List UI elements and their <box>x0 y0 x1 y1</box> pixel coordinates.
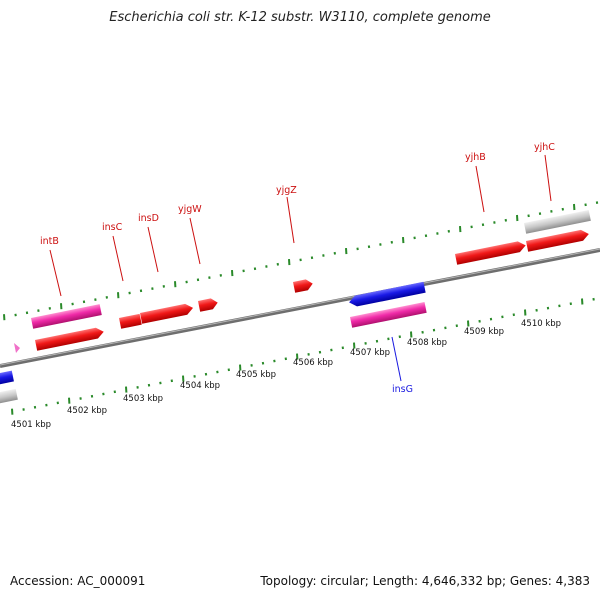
pseudogene-partial[interactable] <box>0 388 18 404</box>
scale-label: 4510 kbp <box>521 319 561 329</box>
leader-lines <box>49 154 552 382</box>
map-title: Escherichia coli str. K-12 substr. W3110… <box>109 10 491 25</box>
scale-label: 4501 kbp <box>11 420 51 430</box>
gene-reverse[interactable] <box>348 281 426 308</box>
scale-label: 4503 kbp <box>123 394 163 404</box>
tick-track-top <box>3 201 599 321</box>
gene-reverse-partial[interactable] <box>0 370 14 385</box>
scale-label: 4507 kbp <box>350 348 390 358</box>
scale-label: 4504 kbp <box>180 381 220 391</box>
scale-label: 4508 kbp <box>407 338 447 348</box>
scale-label: 4505 kbp <box>236 370 276 380</box>
gene-label-intB[interactable]: intB <box>40 236 59 247</box>
gene-label-insD[interactable]: insD <box>138 213 159 224</box>
gene-insD[interactable] <box>140 303 194 324</box>
gene-features <box>0 209 591 404</box>
feature-marker[interactable] <box>14 343 20 353</box>
scale-label: 4509 kbp <box>464 327 504 337</box>
gene-forward[interactable] <box>35 326 105 351</box>
gene-intB[interactable] <box>31 304 102 329</box>
accession-text: Accession: AC_000091 <box>10 574 146 588</box>
gene-insG[interactable] <box>350 301 427 328</box>
gene-insC[interactable] <box>119 313 142 329</box>
gene-yjgZ[interactable] <box>293 278 314 293</box>
gene-label-insC[interactable]: insC <box>102 222 123 233</box>
scale-label: 4502 kbp <box>67 406 107 416</box>
gene-yjgW[interactable] <box>198 297 219 312</box>
tick-track-bottom <box>11 297 595 415</box>
gene-labels: intB insC insD yjgW yjgZ yjhB yjhC insG <box>40 142 555 395</box>
gene-label-yjhC[interactable]: yjhC <box>534 142 555 153</box>
gene-yjhC[interactable] <box>526 229 590 252</box>
gene-label-insG[interactable]: insG <box>392 384 413 395</box>
genome-summary: Topology: circular; Length: 4,646,332 bp… <box>260 574 590 588</box>
gene-label-yjhB[interactable]: yjhB <box>465 152 486 163</box>
genome-backbone <box>0 248 600 368</box>
scale-labels: 4501 kbp 4502 kbp 4503 kbp 4504 kbp 4505… <box>11 319 561 430</box>
gene-yjhB[interactable] <box>455 240 527 265</box>
gene-label-yjgZ[interactable]: yjgZ <box>276 185 297 196</box>
gene-label-yjgW[interactable]: yjgW <box>178 204 202 215</box>
pseudogene[interactable] <box>524 209 591 234</box>
scale-label: 4506 kbp <box>293 358 333 368</box>
